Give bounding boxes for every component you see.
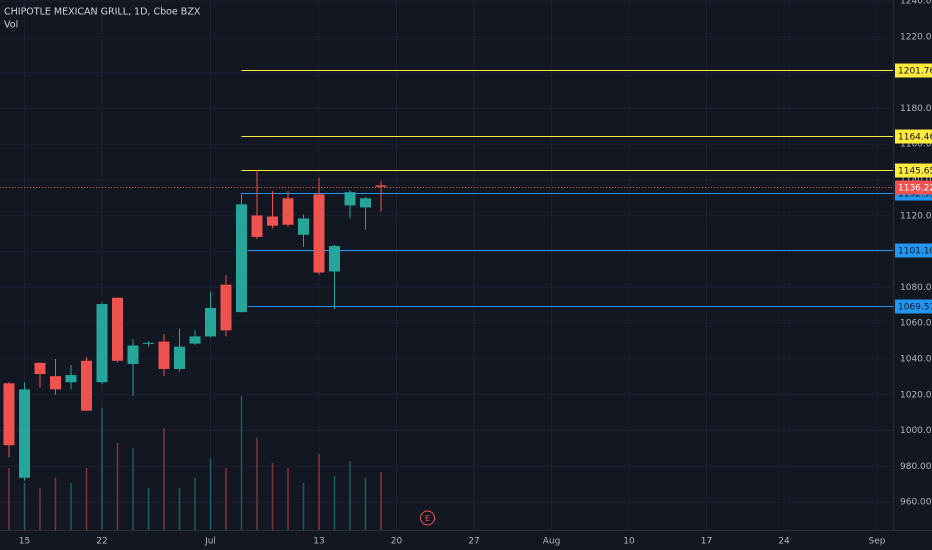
- candle-body: [313, 194, 325, 273]
- volume-bar: [54, 478, 57, 530]
- x-tick-label: 24: [778, 537, 790, 547]
- last-price-bg: [895, 180, 932, 195]
- y-tick-label: 1060.00: [900, 319, 932, 329]
- volume-bar: [209, 458, 212, 530]
- level-label-bg: [895, 163, 932, 178]
- candle-body: [34, 362, 46, 374]
- axes: 960.00 980.00 1000.00 1020.00 1040.00 1060.00…: [19, 0, 932, 547]
- volume-bar: [147, 488, 150, 530]
- last-price-label: 1136.22: [898, 184, 932, 194]
- candle-body: [189, 336, 201, 344]
- x-tick-label: 20: [391, 537, 403, 547]
- volume-bar: [8, 468, 10, 530]
- volume-bar: [333, 476, 336, 530]
- volume-bar: [349, 461, 351, 530]
- x-tick-label: 17: [701, 537, 712, 547]
- level-label: 1069.51: [898, 303, 932, 313]
- y-tick-label: 1240.00: [900, 0, 932, 7]
- x-tick-label: 22: [96, 537, 107, 547]
- candle-body: [267, 216, 279, 226]
- volume-bar: [85, 468, 88, 530]
- event-label: E: [425, 514, 430, 523]
- y-tick-label: 1120.00: [900, 211, 932, 221]
- candle-body: [282, 198, 294, 225]
- volume-bar: [39, 488, 41, 530]
- y-tick-label: 1220.00: [900, 32, 932, 42]
- candle-body: [65, 375, 77, 383]
- y-tick-label: 1080.00: [900, 283, 932, 293]
- volume-bar: [302, 483, 305, 530]
- chart-title: CHIPOTLE MEXICAN GRILL, 1D, Cboe BZX: [4, 7, 201, 18]
- volume-bar: [364, 478, 367, 530]
- candle-body: [205, 307, 217, 337]
- volume-bar: [101, 408, 103, 530]
- y-tick-label: 1000.00: [900, 426, 932, 436]
- x-tick-label: Jul: [204, 537, 216, 547]
- candle-body: [375, 185, 387, 187]
- candle-body: [111, 297, 123, 361]
- candle-body: [173, 346, 185, 369]
- volume-bar: [132, 448, 134, 530]
- volume-bar: [225, 468, 227, 530]
- level-label-bg: [895, 63, 932, 78]
- candle-body: [96, 304, 108, 383]
- y-tick-label: 960.00: [900, 498, 932, 508]
- grid: [0, 0, 893, 530]
- volume-bar: [240, 396, 243, 530]
- y-tick-label: 1020.00: [900, 390, 932, 400]
- y-tick-label: 1160.00: [900, 140, 932, 150]
- volume: [8, 396, 382, 530]
- y-tick-label: 980.00: [900, 462, 932, 472]
- candle-body: [344, 192, 356, 206]
- candle-body: [251, 215, 263, 237]
- candles: [3, 169, 387, 481]
- y-tick-label: 1180.00: [900, 104, 932, 114]
- x-tick-label: Sep: [869, 537, 886, 547]
- candle-body: [298, 218, 310, 235]
- volume-bar: [271, 463, 274, 530]
- volume-bar: [116, 443, 119, 530]
- candle-body: [127, 345, 139, 364]
- x-tick-label: Aug: [543, 537, 561, 547]
- y-tick-label: 1040.00: [900, 354, 932, 364]
- level-label: 1101.10: [898, 247, 932, 257]
- event-marker: [420, 510, 436, 526]
- candle-body: [18, 389, 30, 478]
- volume-bar: [318, 454, 320, 530]
- volume-bar: [287, 468, 289, 530]
- level-label-bg: [895, 299, 932, 314]
- candle-body: [158, 341, 170, 369]
- volume-bar: [70, 483, 72, 530]
- candle-body: [236, 204, 248, 313]
- x-tick-label: 10: [623, 537, 635, 547]
- candle-body: [49, 376, 61, 390]
- x-tick-label: 13: [313, 537, 324, 547]
- candle-body: [142, 342, 154, 344]
- candle-body: [360, 198, 372, 208]
- volume-bar: [380, 472, 382, 530]
- candle-body: [3, 383, 15, 446]
- volume-bar: [23, 483, 26, 530]
- x-tick-label: 27: [468, 537, 479, 547]
- candle-body: [220, 284, 232, 331]
- volume-bar: [178, 488, 181, 530]
- level-label-bg: [895, 243, 932, 258]
- volume-label: Vol: [4, 20, 18, 31]
- x-tick-label: 15: [19, 537, 30, 547]
- candle-body: [329, 246, 341, 272]
- level-label-bg: [895, 129, 932, 144]
- candle-body: [80, 360, 92, 411]
- volume-bar: [194, 478, 196, 530]
- volume-bar: [256, 438, 258, 530]
- level-label: 1164.46: [898, 133, 932, 143]
- level-label: 1145.65: [898, 167, 932, 177]
- level-label: 1201.76: [898, 67, 932, 77]
- volume-bar: [163, 428, 165, 530]
